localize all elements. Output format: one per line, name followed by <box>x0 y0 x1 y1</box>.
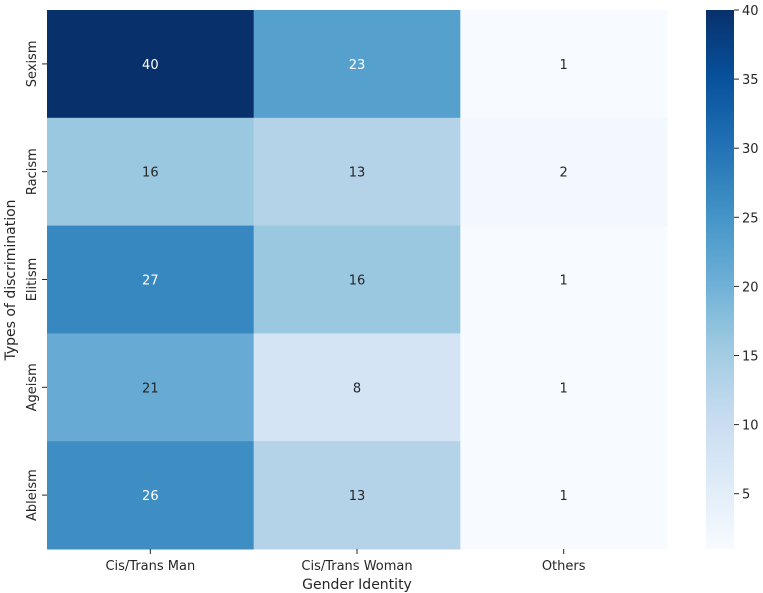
y-tick-label: Ableism <box>25 469 40 521</box>
y-tick-label: Ageism <box>25 363 40 411</box>
colorbar-tick-label: 5 <box>742 488 750 503</box>
heatmap-cell <box>47 225 255 334</box>
cell-value-label: 13 <box>349 166 366 181</box>
colorbar-tick-label: 20 <box>742 280 759 295</box>
heatmap-cell <box>253 333 461 442</box>
x-tick-label: Cis/Trans Woman <box>301 559 412 574</box>
cell-value-label: 26 <box>142 489 159 504</box>
cell-value-label: 2 <box>560 166 568 181</box>
heatmap-cell <box>253 225 461 334</box>
heatmap-cell <box>460 333 668 442</box>
colorbar: 5 10 15 20 25 30 35 40 <box>706 4 759 549</box>
cell-value-label: 27 <box>142 274 159 289</box>
cell-value-label: 40 <box>142 58 159 73</box>
cell-value-label: 23 <box>349 58 366 73</box>
cell-value-label: 1 <box>560 58 568 73</box>
cell-value-label: 21 <box>142 381 159 396</box>
heatmap-cell <box>460 441 668 550</box>
cell-annotations: 40 23 1 16 13 2 27 16 1 21 8 1 26 13 1 <box>142 58 568 504</box>
colorbar-tick-label: 40 <box>742 4 759 19</box>
x-tick-label: Cis/Trans Man <box>105 559 195 574</box>
colorbar-tick-label: 30 <box>742 142 759 157</box>
cell-value-label: 13 <box>349 489 366 504</box>
heatmap-cell <box>253 10 461 119</box>
colorbar-gradient <box>706 10 734 549</box>
heatmap-cell <box>47 10 255 119</box>
cell-value-label: 8 <box>353 381 361 396</box>
heatmap-cells <box>47 10 668 550</box>
cell-value-label: 1 <box>560 381 568 396</box>
y-tick-label: Elitism <box>25 258 40 302</box>
heatmap-cell <box>253 441 461 550</box>
colorbar-tick-label: 15 <box>742 350 759 365</box>
y-tick-label: Racism <box>25 148 40 195</box>
heatmap-cell <box>47 117 255 227</box>
heatmap-cell <box>47 441 255 550</box>
heatmap-cell <box>47 333 255 442</box>
x-axis: Cis/Trans Man Cis/Trans Woman Others <box>105 549 586 574</box>
heatmap-cell <box>253 117 461 227</box>
colorbar-tick-label: 35 <box>742 73 759 88</box>
colorbar-tick-label: 10 <box>742 419 759 434</box>
heatmap-cell <box>460 10 668 119</box>
y-axis-title: Types of discrimination <box>3 199 19 361</box>
cell-value-label: 16 <box>349 274 366 289</box>
y-axis: Sexism Racism Elitism Ageism Ableism <box>25 41 47 521</box>
x-tick-label: Others <box>542 559 586 574</box>
y-tick-label: Sexism <box>25 41 40 88</box>
heatmap-cell <box>460 117 668 227</box>
cell-value-label: 1 <box>560 489 568 504</box>
cell-value-label: 16 <box>142 166 159 181</box>
colorbar-tick-label: 25 <box>742 211 759 226</box>
heatmap-cell <box>460 225 668 334</box>
x-axis-title: Gender Identity <box>302 577 412 593</box>
cell-value-label: 1 <box>560 274 568 289</box>
